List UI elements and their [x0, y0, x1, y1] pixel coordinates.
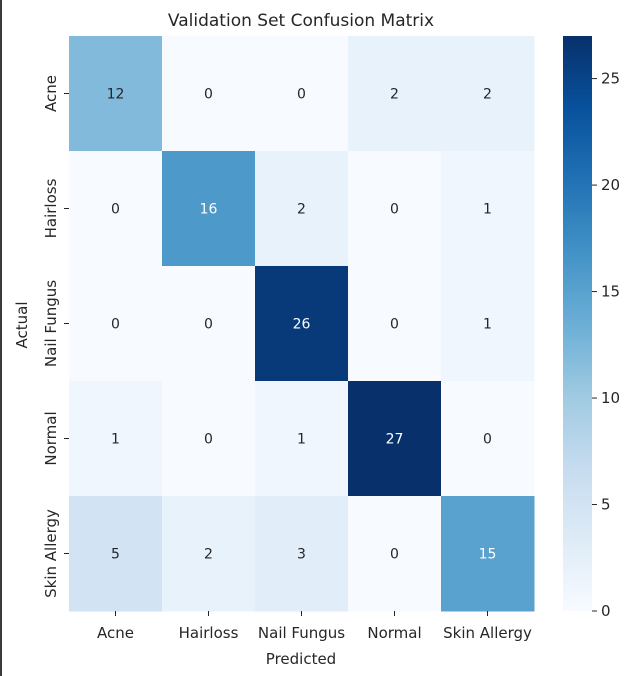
cell-value-label: 1 [483, 202, 492, 218]
x-tick-label: Skin Allergy [443, 624, 532, 642]
y-tick-label: Hairloss [42, 178, 60, 238]
colorbar-tick-label: 0 [601, 602, 611, 620]
heatmap-cells: 12 0 0 2 2 0 16 2 0 1 0 0 26 0 1 1 0 1 27 0 5 2 3 0 15 [69, 36, 535, 612]
heatmap-cell [162, 36, 256, 152]
heatmap-cell [162, 496, 256, 612]
colorbar-ticks: 0 5 10 15 20 25 [592, 70, 620, 620]
colorbar-tick-label: 20 [601, 176, 620, 194]
heatmap-cell [348, 266, 442, 382]
heatmap-cell [69, 266, 163, 382]
y-tick-label: Nail Fungus [42, 280, 60, 367]
heatmap-cell [348, 151, 442, 267]
chart-title: Validation Set Confusion Matrix [168, 11, 434, 31]
cell-value-label: 1 [111, 432, 120, 448]
cell-value-label: 2 [204, 547, 213, 563]
cell-value-label: 16 [200, 202, 218, 218]
cell-value-label: 15 [479, 547, 497, 563]
y-axis-ticks: Acne Hairloss Nail Fungus Normal Skin Allerg… [42, 75, 69, 598]
cell-value-label: 2 [483, 87, 492, 103]
heatmap-cell [162, 266, 256, 382]
cell-value-label: 3 [297, 547, 306, 563]
cell-value-label: 0 [297, 87, 306, 103]
cell-value-label: 0 [390, 202, 399, 218]
heatmap-cell [255, 381, 349, 497]
x-tick-label: Hairloss [179, 624, 239, 642]
x-axis-label: Predicted [266, 650, 336, 668]
y-axis-label: Actual [13, 302, 31, 349]
cell-value-label: 2 [297, 202, 306, 218]
heatmap-cell [255, 266, 349, 382]
cell-value-label: 0 [111, 317, 120, 333]
colorbar-tick-label: 15 [601, 283, 620, 301]
y-tick-label: Skin Allergy [42, 509, 60, 598]
cell-value-label: 0 [204, 87, 213, 103]
heatmap-cell [348, 381, 442, 497]
heatmap-cell [348, 36, 442, 152]
heatmap-cell [441, 36, 535, 152]
cell-value-label: 0 [204, 317, 213, 333]
window-left-edge [0, 0, 2, 676]
heatmap-cell [162, 381, 256, 497]
colorbar-tick-label: 5 [601, 496, 611, 514]
colorbar-tick-label: 25 [601, 70, 620, 88]
heatmap-cell [162, 151, 256, 267]
heatmap-cell [441, 151, 535, 267]
heatmap-cell [441, 266, 535, 382]
heatmap-cell [69, 496, 163, 612]
heatmap-cell [255, 36, 349, 152]
x-tick-label: Normal [367, 624, 421, 642]
cell-value-label: 0 [111, 202, 120, 218]
heatmap-cell [69, 151, 163, 267]
x-tick-label: Acne [97, 624, 134, 642]
cell-value-label: 2 [390, 87, 399, 103]
cell-value-label: 0 [483, 432, 492, 448]
cell-value-label: 12 [107, 87, 125, 103]
heatmap-cell [441, 496, 535, 612]
heatmap-cell [69, 36, 163, 152]
cell-value-label: 5 [111, 547, 120, 563]
cell-value-label: 0 [390, 317, 399, 333]
heatmap-cell [441, 381, 535, 497]
heatmap-cell [255, 151, 349, 267]
colorbar-tick-label: 10 [601, 389, 620, 407]
colorbar [563, 36, 592, 611]
cell-value-label: 26 [293, 317, 311, 333]
cell-value-label: 1 [483, 317, 492, 333]
cell-value-label: 0 [204, 432, 213, 448]
heatmap-cell [69, 381, 163, 497]
heatmap-cell [255, 496, 349, 612]
x-axis-ticks: Acne Hairloss Nail Fungus Normal Skin Allerg… [97, 611, 532, 642]
cell-value-label: 0 [390, 547, 399, 563]
x-tick-label: Nail Fungus [258, 624, 345, 642]
heatmap-cell [348, 496, 442, 612]
cell-value-label: 27 [386, 432, 404, 448]
y-tick-label: Acne [42, 75, 60, 112]
y-tick-label: Normal [42, 411, 60, 465]
cell-value-label: 1 [297, 432, 306, 448]
